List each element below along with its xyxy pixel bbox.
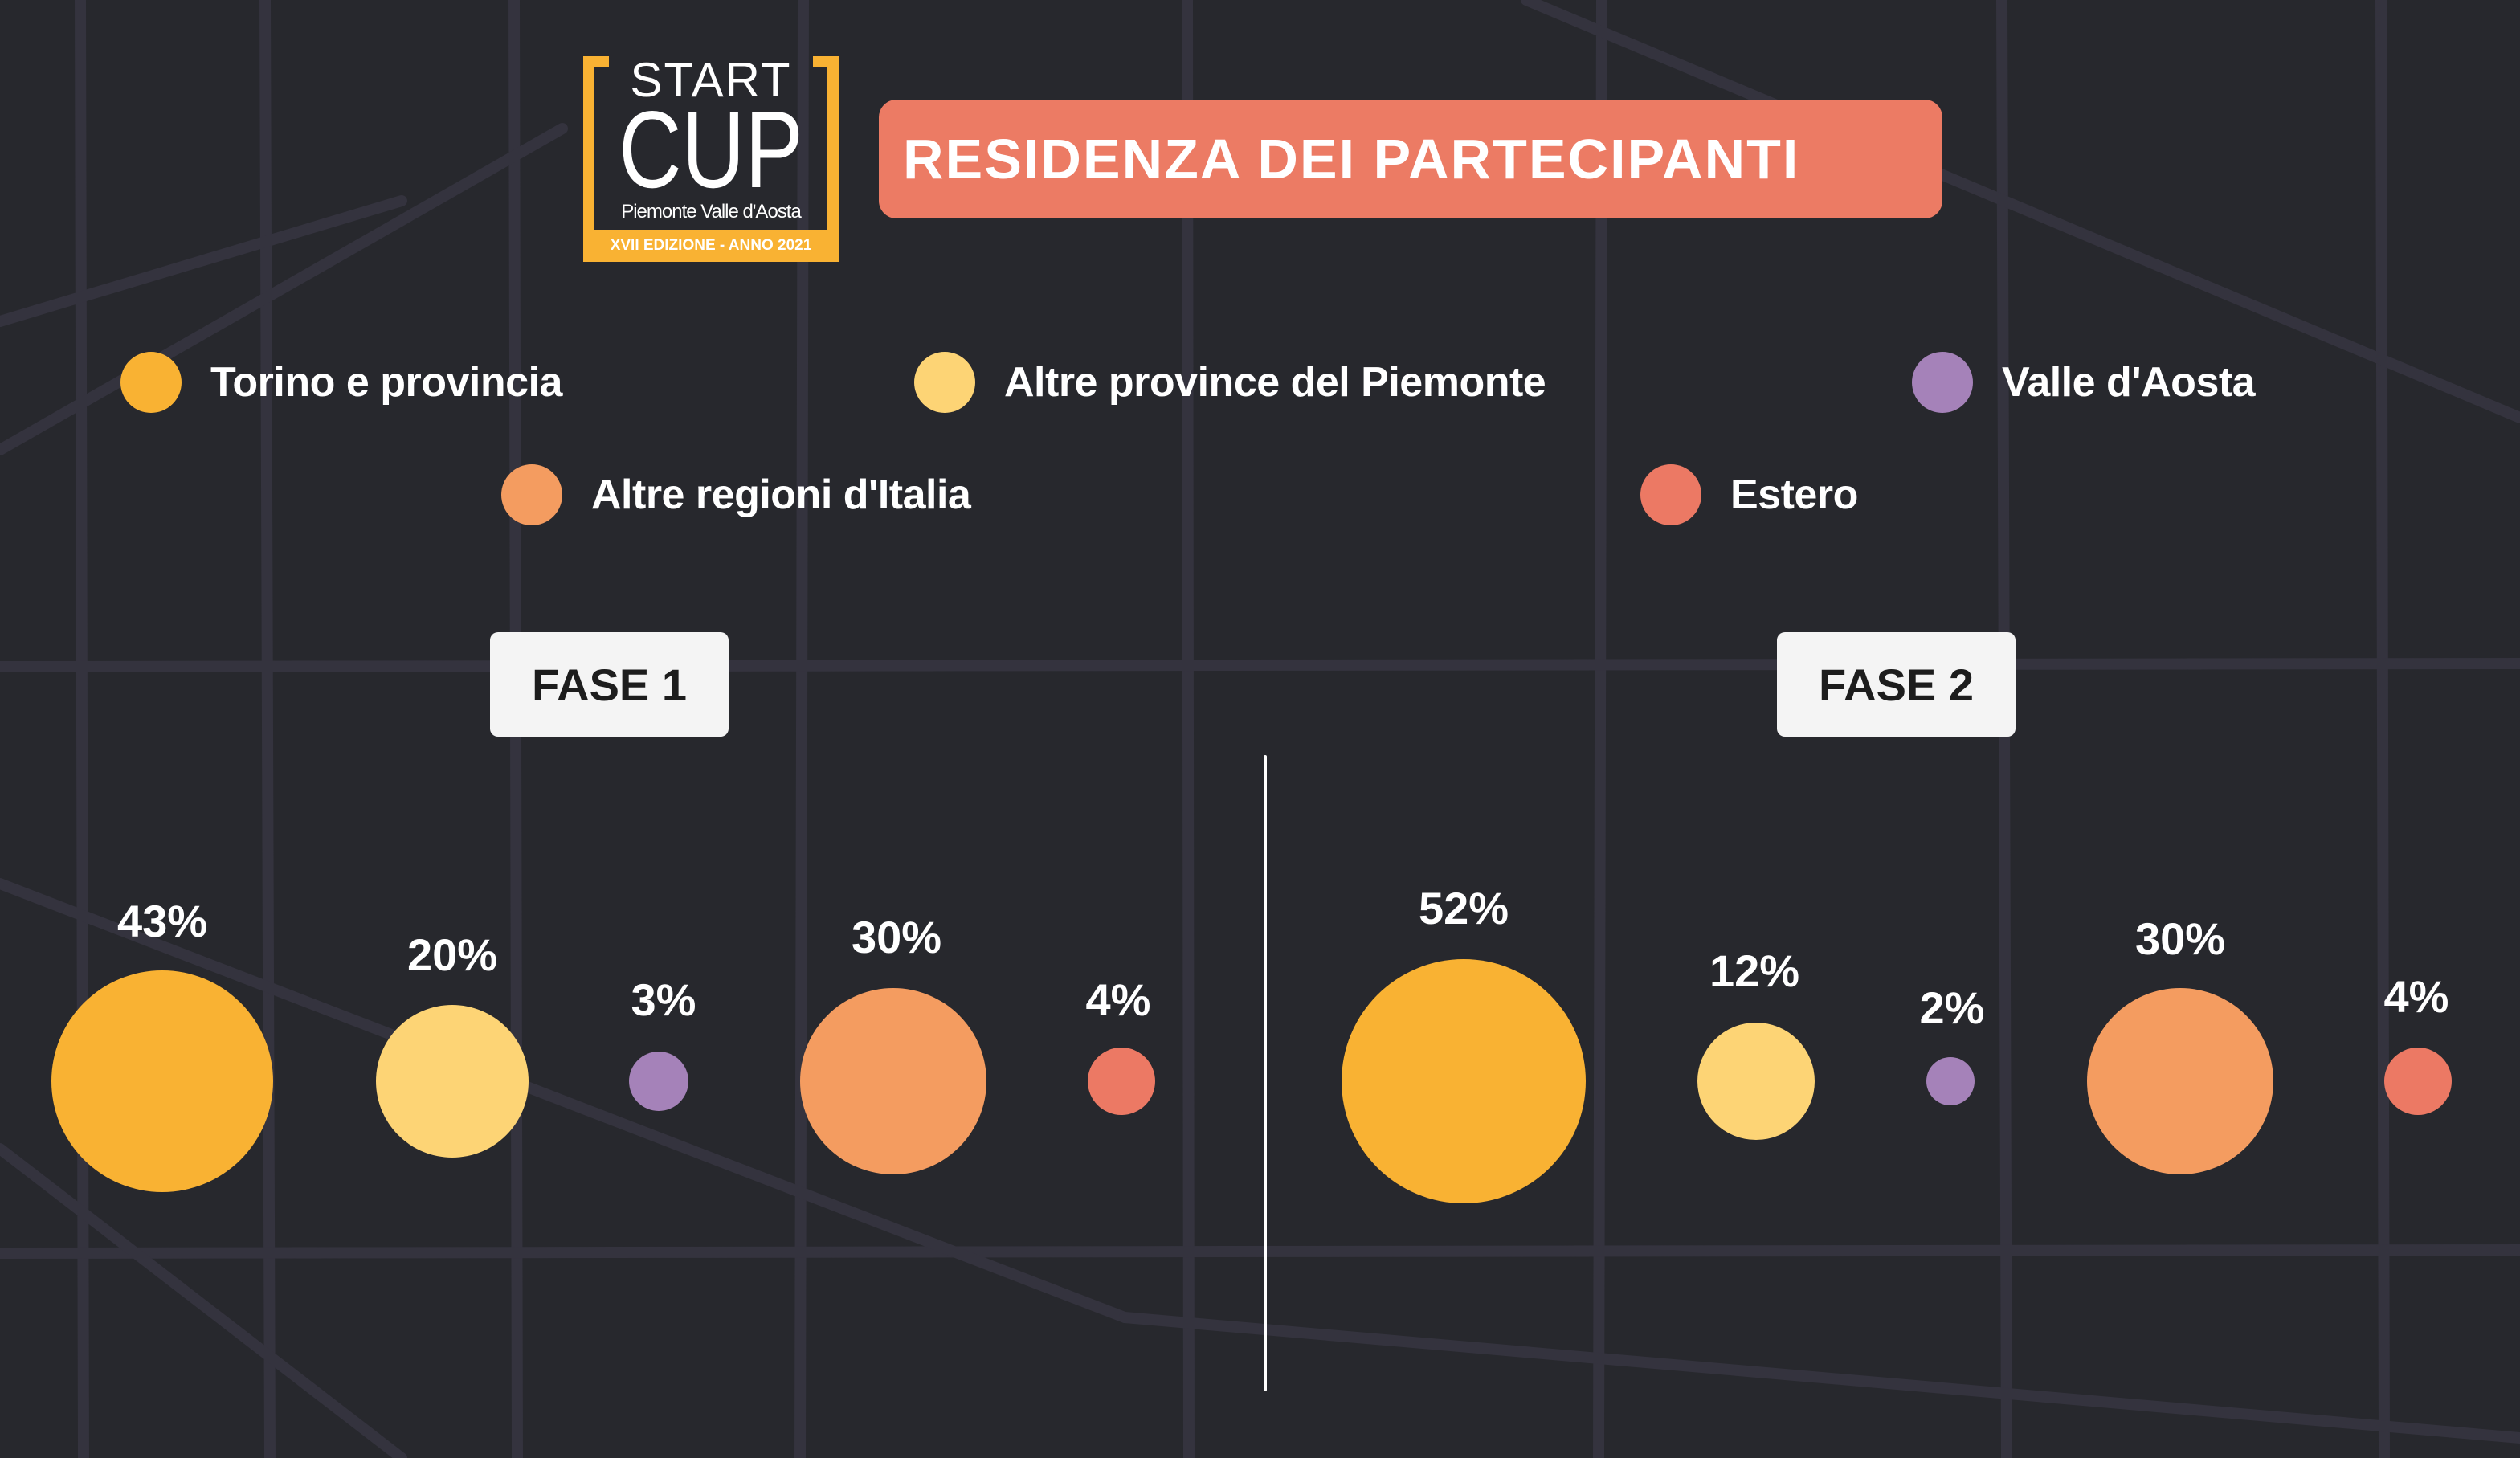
legend-item-piemonte: Altre province del Piemonte xyxy=(914,352,1546,413)
phase-2-label: FASE 2 xyxy=(1777,632,2016,737)
phase-1-text: FASE 1 xyxy=(532,659,687,710)
value-f2-italia: 30% xyxy=(2134,913,2226,964)
value-f2-valle: 2% xyxy=(1919,982,1985,1033)
legend-dot-icon xyxy=(1640,464,1701,525)
value-f2-estero: 4% xyxy=(2383,971,2449,1022)
legend-item-valle-aosta: Valle d'Aosta xyxy=(1912,352,2256,413)
legend-label: Altre province del Piemonte xyxy=(1004,359,1546,406)
value-f1-estero: 4% xyxy=(1085,974,1151,1025)
bubble-f2-estero xyxy=(2384,1048,2452,1115)
legend-label: Torino e provincia xyxy=(210,359,562,406)
title-banner: RESIDENZA DEI PARTECIPANTI xyxy=(879,100,1942,218)
value-f1-torino: 43% xyxy=(116,896,208,946)
bubble-f2-valle xyxy=(1926,1057,1975,1105)
legend-dot-icon xyxy=(914,352,975,413)
logo-cup-text: CUP xyxy=(619,88,803,210)
legend-dot-icon xyxy=(501,464,562,525)
bubble-f2-torino xyxy=(1342,959,1586,1203)
value-f1-piemonte: 20% xyxy=(406,929,498,980)
phase-1-label: FASE 1 xyxy=(490,632,729,737)
startcup-logo: START CUP Piemonte Valle d'Aosta XVII ED… xyxy=(583,56,839,262)
bubble-f1-valle xyxy=(629,1052,688,1111)
value-f2-piemonte: 12% xyxy=(1709,945,1800,996)
legend-item-torino: Torino e provincia xyxy=(120,352,562,413)
legend-dot-icon xyxy=(1912,352,1973,413)
legend-dot-icon xyxy=(120,352,182,413)
page-title: RESIDENZA DEI PARTECIPANTI xyxy=(903,128,1800,190)
legend-label: Estero xyxy=(1730,472,1858,518)
legend-item-estero: Estero xyxy=(1640,464,1858,525)
value-f1-valle: 3% xyxy=(631,974,696,1025)
legend-label: Altre regioni d'Italia xyxy=(591,472,971,518)
legend-item-italia: Altre regioni d'Italia xyxy=(501,464,971,525)
value-f2-torino: 52% xyxy=(1418,883,1509,933)
bubble-f1-torino xyxy=(51,970,273,1192)
bubble-f2-italia xyxy=(2087,988,2273,1174)
bubble-f1-estero xyxy=(1088,1048,1155,1115)
logo-edition: XVII EDIZIONE - ANNO 2021 xyxy=(583,230,839,262)
bubble-f1-piemonte xyxy=(376,1005,529,1158)
logo-subtitle: Piemonte Valle d'Aosta xyxy=(621,201,802,223)
bubble-f2-piemonte xyxy=(1697,1023,1815,1140)
phase-divider xyxy=(1264,755,1267,1391)
legend-label: Valle d'Aosta xyxy=(2002,359,2256,406)
value-f1-italia: 30% xyxy=(851,912,942,962)
phase-2-text: FASE 2 xyxy=(1819,659,1974,710)
bubble-f1-italia xyxy=(800,988,986,1174)
logo-start-text: START xyxy=(630,53,792,107)
